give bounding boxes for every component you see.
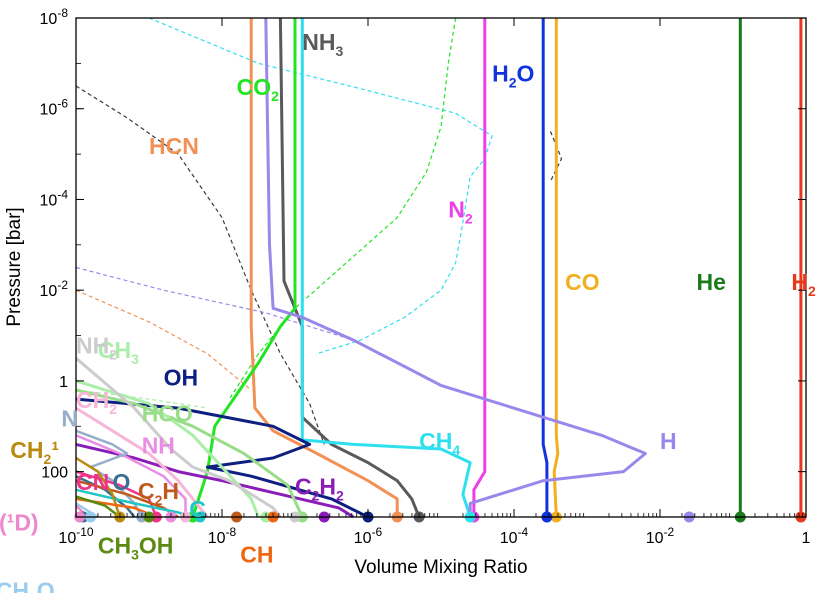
dashed-line-0: [75, 85, 325, 445]
species-label-he: He: [697, 269, 726, 295]
series-line-nh3: [278, 17, 421, 518]
species-label-ch2: CH2¹: [10, 437, 59, 467]
species-label-c2h: C2H: [138, 478, 179, 508]
x-tick-label: 1: [802, 530, 811, 547]
y-tick-label: 10-8: [40, 6, 69, 28]
y-axis-title: Pressure [bar]: [4, 207, 25, 326]
species-label-ch4: CH4: [419, 428, 460, 458]
series-line-oh: [75, 397, 369, 519]
dashed-line-4: [75, 289, 252, 391]
x-tick-label: 10-10: [58, 525, 93, 547]
species-label-ch3o: CH3O: [0, 578, 55, 593]
dashed-series-layer: [75, 17, 563, 445]
species-label-ch: CH: [240, 541, 273, 567]
x-tick-label: 10-6: [354, 525, 383, 547]
species-label-cn: CN: [76, 469, 109, 495]
dashed-line-2: [228, 17, 457, 400]
species-label-c2h: C2H2: [295, 473, 344, 503]
species-label-nh: NH: [142, 433, 175, 459]
y-tick-label: 100: [41, 465, 68, 482]
species-label-oh: OH: [164, 364, 199, 390]
species-label-nh3: NH3: [302, 29, 343, 59]
species-label-c: C: [189, 496, 206, 522]
x-tick-label: 10-4: [500, 525, 529, 547]
species-label-hcn: HCN: [149, 133, 199, 159]
y-tick-label: 10-2: [40, 278, 69, 300]
series-line-co: [552, 18, 560, 518]
species-label-hco: HCO: [142, 401, 193, 427]
species-label-ch2: CH2: [76, 387, 117, 417]
series-line-h: [264, 17, 647, 517]
series-line-ch3oh: [75, 495, 121, 518]
species-label-h2o: H2O: [492, 61, 534, 91]
plot-frame: [75, 17, 807, 518]
species-label-ch3: CH3: [98, 337, 139, 367]
y-tick-label: 10-6: [40, 97, 69, 119]
species-label-od: O(¹D): [0, 510, 39, 536]
x-tick-label: 10-2: [646, 525, 675, 547]
y-tick-label: 1: [59, 374, 68, 391]
series-line-hcn: [249, 18, 399, 517]
series-line-co2: [191, 18, 297, 518]
dashed-line-5: [549, 131, 563, 182]
series-line-c2h2: [75, 442, 355, 519]
x-axis-title: Volume Mixing Ratio: [354, 557, 527, 578]
species-label-ch3oh: CH3OH: [98, 532, 174, 562]
species-label-h2: H2: [791, 269, 816, 299]
species-label-o: O: [113, 469, 131, 495]
dashed-line-6: [75, 389, 208, 409]
species-label-nh2: NH2: [76, 333, 117, 363]
species-label-h: H: [660, 428, 677, 454]
series-line-h2o: [541, 18, 549, 517]
species-label-co2: CO2: [237, 74, 280, 104]
series-line-n2: [472, 18, 487, 517]
series-line-ch3: [75, 379, 260, 518]
series-line-nh2: [75, 357, 282, 518]
species-label-n: N: [61, 405, 78, 431]
species-label-co: CO: [565, 269, 600, 295]
series-layer: [75, 17, 803, 519]
species-label-n2: N2: [448, 197, 473, 227]
series-line-ch2: [75, 406, 209, 518]
tick-layer: 10-10 10-8 10-6 10-4 10-2 1 10-8 10-6 10-4 10-2 1 1…: [40, 6, 811, 547]
y-tick-label: 10-4: [40, 187, 69, 209]
x-tick-label: 10-8: [208, 525, 237, 547]
dashed-line-1: [148, 17, 493, 355]
series-line-nh: [75, 434, 187, 517]
